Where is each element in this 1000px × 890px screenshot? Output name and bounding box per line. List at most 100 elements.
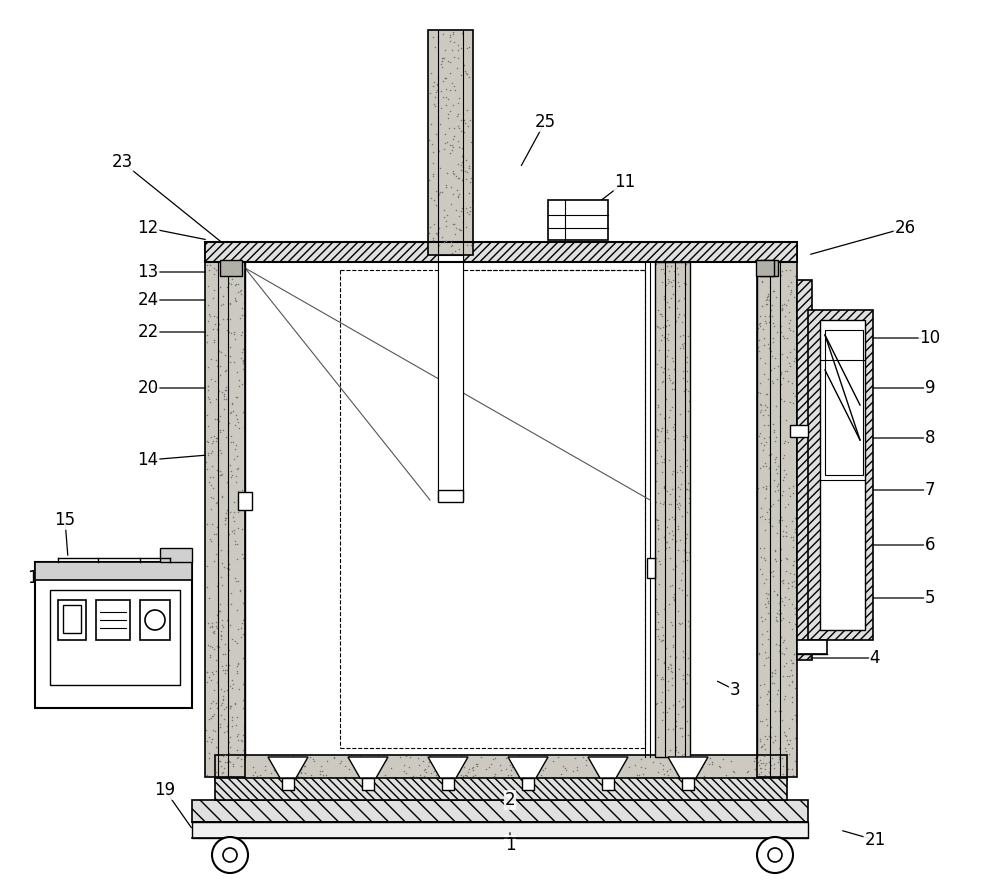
Point [212, 409, 228, 423]
Point [767, 704, 783, 718]
Point [775, 483, 791, 498]
Point [198, 455, 214, 469]
Point [215, 663, 231, 677]
Point [201, 263, 217, 277]
Point [216, 684, 232, 698]
Point [578, 770, 594, 784]
Point [758, 387, 774, 401]
Point [229, 449, 245, 464]
Point [229, 709, 245, 724]
Point [755, 480, 771, 494]
Point [432, 161, 448, 175]
Point [669, 261, 685, 275]
Point [208, 740, 224, 754]
Point [233, 283, 249, 297]
Point [417, 761, 433, 775]
Point [786, 574, 802, 588]
Point [202, 648, 218, 662]
Point [756, 418, 772, 433]
Point [209, 463, 225, 477]
Point [219, 503, 235, 517]
Point [223, 405, 239, 419]
Point [203, 711, 219, 725]
Point [776, 470, 792, 484]
Point [219, 663, 235, 677]
Point [657, 544, 673, 558]
Point [199, 768, 215, 782]
Point [689, 756, 705, 770]
Point [446, 166, 462, 181]
Point [781, 747, 797, 761]
Point [663, 664, 679, 678]
Point [767, 351, 783, 365]
Point [225, 435, 241, 449]
Point [787, 522, 803, 537]
Point [768, 611, 784, 625]
Point [225, 759, 241, 773]
Point [662, 578, 678, 593]
Circle shape [223, 848, 237, 862]
Point [759, 505, 775, 519]
Point [428, 184, 444, 198]
Point [486, 769, 502, 783]
Point [773, 510, 789, 524]
Point [751, 428, 767, 442]
Point [457, 768, 473, 782]
Point [656, 288, 672, 303]
Point [234, 522, 250, 536]
Point [773, 612, 789, 627]
Point [776, 331, 792, 345]
Point [220, 337, 236, 352]
Point [235, 595, 251, 610]
Point [773, 606, 789, 620]
Point [757, 553, 773, 567]
Point [650, 545, 666, 559]
Point [760, 408, 776, 422]
Point [781, 737, 797, 751]
Point [654, 309, 670, 323]
Point [656, 452, 672, 466]
Point [653, 449, 669, 464]
Point [767, 552, 783, 566]
Point [763, 260, 779, 274]
Point [204, 444, 220, 458]
Point [201, 711, 217, 725]
Point [454, 201, 470, 215]
Point [229, 659, 245, 674]
Point [781, 316, 797, 330]
Point [420, 759, 436, 773]
Point [224, 713, 240, 727]
Point [332, 756, 348, 770]
Point [369, 762, 385, 776]
Point [661, 701, 677, 716]
Point [209, 322, 225, 336]
Point [757, 356, 773, 370]
Point [635, 772, 651, 786]
Point [774, 714, 790, 728]
Point [784, 711, 800, 725]
Point [653, 360, 669, 375]
Point [221, 643, 237, 658]
Point [676, 747, 692, 761]
Point [671, 581, 687, 595]
Point [654, 465, 670, 480]
Point [651, 554, 667, 568]
Point [785, 540, 801, 554]
Point [776, 598, 792, 612]
Point [425, 145, 441, 159]
Point [674, 315, 690, 329]
Point [235, 362, 251, 376]
Circle shape [768, 848, 782, 862]
Point [760, 417, 776, 432]
Point [200, 435, 216, 449]
Point [458, 172, 474, 186]
Point [660, 271, 676, 286]
Point [203, 430, 219, 444]
Point [677, 456, 693, 470]
Point [459, 769, 475, 783]
Bar [50, 590, 180, 685]
Point [421, 133, 437, 147]
Point [725, 764, 741, 778]
Point [658, 540, 674, 554]
Point [438, 71, 454, 85]
